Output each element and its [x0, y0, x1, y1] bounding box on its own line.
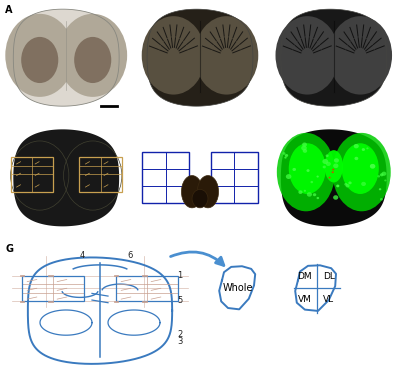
Circle shape — [303, 149, 307, 153]
Circle shape — [292, 168, 296, 171]
Circle shape — [361, 182, 366, 186]
Circle shape — [304, 190, 306, 192]
Circle shape — [354, 144, 359, 148]
Circle shape — [326, 162, 331, 166]
Circle shape — [348, 181, 352, 184]
Circle shape — [334, 158, 339, 163]
Text: D: D — [5, 125, 13, 135]
Circle shape — [316, 176, 319, 178]
Bar — [114, 301, 118, 302]
Text: F: F — [273, 125, 280, 135]
Text: Whole: Whole — [222, 283, 253, 293]
Text: VL: VL — [323, 295, 334, 304]
Circle shape — [323, 166, 326, 168]
FancyArrowPatch shape — [170, 252, 224, 266]
Bar — [142, 301, 147, 302]
Ellipse shape — [182, 176, 203, 208]
Text: G: G — [6, 244, 14, 254]
Ellipse shape — [324, 150, 343, 182]
Polygon shape — [13, 129, 119, 226]
Circle shape — [333, 163, 338, 168]
Ellipse shape — [192, 189, 208, 208]
Text: DL: DL — [323, 272, 335, 281]
Bar — [210, 153, 258, 203]
Bar — [22, 276, 84, 301]
Circle shape — [313, 193, 316, 196]
Circle shape — [298, 190, 302, 194]
Ellipse shape — [197, 176, 218, 208]
Circle shape — [284, 157, 287, 159]
Circle shape — [302, 142, 307, 147]
Circle shape — [307, 192, 312, 197]
Circle shape — [370, 164, 372, 167]
Ellipse shape — [332, 133, 391, 211]
Text: VM: VM — [298, 295, 312, 304]
Ellipse shape — [328, 16, 392, 95]
Bar — [80, 157, 122, 192]
Bar — [142, 153, 190, 203]
Text: 4: 4 — [79, 251, 85, 260]
Circle shape — [379, 188, 381, 190]
Text: 5: 5 — [177, 295, 183, 304]
Circle shape — [328, 177, 330, 179]
Ellipse shape — [74, 37, 111, 83]
Bar — [48, 301, 53, 302]
Circle shape — [286, 174, 292, 179]
Ellipse shape — [195, 16, 258, 95]
Circle shape — [310, 181, 313, 183]
Circle shape — [382, 172, 386, 176]
Text: 3: 3 — [177, 337, 183, 346]
Circle shape — [333, 195, 338, 200]
Circle shape — [301, 145, 307, 150]
Ellipse shape — [5, 14, 74, 97]
Bar — [142, 275, 147, 276]
Circle shape — [332, 171, 334, 173]
Polygon shape — [147, 9, 253, 106]
Circle shape — [377, 175, 380, 178]
Text: 6: 6 — [127, 251, 133, 260]
Text: A: A — [5, 4, 13, 15]
Circle shape — [326, 154, 329, 157]
Bar — [48, 275, 53, 276]
Bar — [116, 276, 178, 301]
Text: E: E — [139, 125, 146, 135]
Circle shape — [380, 173, 384, 176]
Circle shape — [366, 147, 368, 149]
Polygon shape — [281, 9, 387, 106]
Circle shape — [370, 164, 375, 169]
Polygon shape — [13, 9, 119, 106]
Circle shape — [336, 185, 339, 187]
Circle shape — [306, 169, 310, 172]
Circle shape — [354, 157, 358, 160]
Ellipse shape — [142, 16, 205, 95]
Ellipse shape — [342, 143, 379, 194]
Bar — [10, 157, 53, 192]
Circle shape — [316, 197, 319, 199]
Circle shape — [362, 148, 365, 151]
Circle shape — [346, 184, 350, 188]
Ellipse shape — [21, 37, 58, 83]
Ellipse shape — [289, 143, 326, 194]
Text: DM: DM — [298, 272, 312, 281]
Text: 2: 2 — [177, 330, 183, 339]
Bar — [20, 275, 24, 276]
Circle shape — [282, 152, 286, 155]
Ellipse shape — [276, 16, 339, 95]
Ellipse shape — [58, 14, 127, 97]
Ellipse shape — [277, 133, 335, 211]
Bar — [20, 301, 24, 302]
Text: B: B — [139, 4, 146, 15]
Circle shape — [285, 154, 288, 157]
Circle shape — [380, 198, 383, 201]
Text: C: C — [273, 4, 280, 15]
Circle shape — [322, 159, 328, 164]
Circle shape — [344, 183, 348, 186]
Circle shape — [332, 169, 334, 170]
Text: 1: 1 — [177, 271, 183, 280]
Polygon shape — [281, 129, 387, 226]
Circle shape — [384, 179, 386, 181]
Bar — [114, 275, 118, 276]
